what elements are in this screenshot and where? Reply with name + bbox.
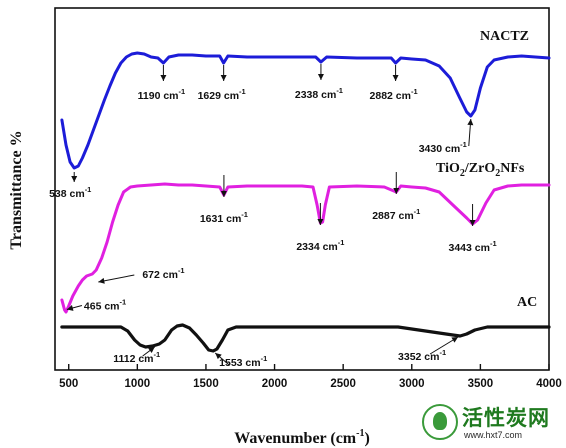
- series-label-nactz: NACTZ: [480, 29, 529, 44]
- leaf-logo-icon: [422, 404, 458, 440]
- annotation-arrow-head: [71, 176, 78, 182]
- annotation-label: 3443 cm-1: [449, 239, 497, 254]
- watermark-url: www.hxt7.com: [464, 430, 523, 440]
- x-axis-title: Wavenumber (cm-1): [234, 428, 370, 447]
- watermark-logo: 活性炭网 www.hxt7.com: [422, 400, 562, 446]
- annotation-arrow-head: [160, 75, 167, 81]
- plot-frame: [54, 7, 550, 371]
- annotation-arrow-head: [467, 119, 474, 126]
- annotation-label: 672 cm-1: [142, 266, 184, 281]
- annotation-arrow-head: [98, 277, 105, 284]
- x-tick-label: 2000: [262, 378, 288, 390]
- series-line-2: [60, 323, 551, 353]
- x-tick-label: 3500: [468, 378, 494, 390]
- x-tick-label: 3000: [399, 378, 425, 390]
- annotation-arrow-head: [393, 188, 400, 194]
- y-axis-title: Transmittance %: [8, 130, 25, 249]
- annotations: 1190 cm-1 1629 cm-1 2338 cm-1 2882 cm-1 3430…: [49, 64, 497, 369]
- annotation-arrow-line: [98, 274, 135, 283]
- series-label-ac: AC: [517, 295, 537, 310]
- annotation-label: 465 cm-1: [84, 298, 126, 313]
- watermark-title: 活性炭网: [462, 406, 550, 430]
- x-tick-label: 1000: [125, 378, 151, 390]
- series-line-1: [60, 182, 551, 314]
- annotation-label: 1553 cm-1: [219, 354, 267, 369]
- series-group: [60, 51, 551, 353]
- annotation-arrow-head: [220, 191, 227, 197]
- annotation-label: 1190 cm-1: [138, 87, 186, 102]
- annotation-label: 3430 cm-1: [419, 140, 467, 155]
- annotation-label: 3352 cm-1: [398, 348, 446, 363]
- x-tick-label: 1500: [193, 378, 219, 390]
- series-label-tio2-zro2: TiO2/ZrO2NFs: [436, 161, 525, 179]
- annotation-arrow-head: [469, 220, 476, 226]
- annotation-label: 1112 cm-1: [113, 350, 160, 365]
- annotation-arrow-head: [148, 347, 155, 353]
- annotation-label: 538 cm-1: [49, 185, 91, 200]
- annotation-label: 1631 cm-1: [200, 210, 248, 225]
- annotation-arrow-head: [317, 74, 324, 80]
- x-tick-label: 2500: [330, 378, 356, 390]
- annotation-label: 2334 cm-1: [296, 238, 344, 253]
- annotation-label: 2882 cm-1: [370, 87, 418, 102]
- annotation-label: 2338 cm-1: [295, 86, 343, 101]
- annotation-arrow-head: [66, 305, 74, 311]
- series-line-0: [60, 51, 551, 170]
- annotation-label: 2887 cm-1: [372, 207, 420, 222]
- x-tick-label: 4000: [536, 378, 562, 390]
- annotation-arrow-head: [451, 337, 459, 343]
- annotation-arrow-head: [220, 75, 227, 81]
- annotation-arrow-head: [317, 219, 324, 225]
- annotation-arrow-head: [392, 75, 399, 81]
- annotation-label: 1629 cm-1: [198, 87, 246, 102]
- x-tick-label: 500: [59, 378, 78, 390]
- x-axis-ticks: 500 1000 1500 2000 2500 3000 3500 4000: [59, 364, 562, 390]
- annotation-arrow-head: [215, 353, 222, 360]
